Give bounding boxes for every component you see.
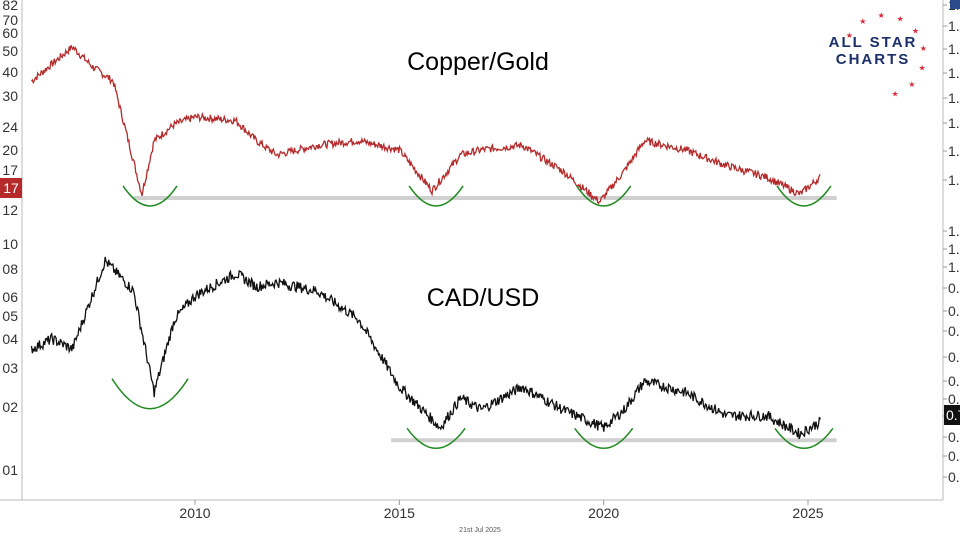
logo-star-icon: ★ bbox=[918, 63, 925, 72]
copper-gold-title: Copper/Gold bbox=[407, 48, 549, 76]
right-tick-label: 0.6 bbox=[948, 429, 960, 445]
copper-gold-last-value: 17 bbox=[3, 180, 19, 196]
left-tick-label: 20 bbox=[2, 142, 18, 158]
right-tick-label: 1.1 bbox=[948, 223, 960, 239]
right-tick-labels: 1.91.81.71.61.51.41.31.21.11.01.00.90.90… bbox=[943, 0, 960, 485]
logo-star-icon: ★ bbox=[912, 26, 919, 35]
x-tick-label: 2010 bbox=[179, 505, 210, 521]
x-tick-label: 2015 bbox=[384, 505, 415, 521]
right-tick-label: 1.8 bbox=[948, 18, 960, 34]
logo-star-icon: ★ bbox=[908, 80, 915, 89]
logo-star-icon: ★ bbox=[859, 17, 866, 26]
right-tick-label: 0.6 bbox=[948, 469, 960, 485]
left-tick-label: 03 bbox=[2, 360, 18, 376]
series-lines bbox=[30, 44, 821, 440]
cad-usd-series-line bbox=[30, 256, 821, 440]
left-tick-label: 02 bbox=[2, 399, 18, 415]
right-tick-label: 0.9 bbox=[948, 280, 960, 296]
cad-usd-bottom-arc bbox=[774, 427, 834, 450]
cad-usd-last-value-badge: 0.7 bbox=[944, 405, 960, 425]
logo-star-icon: ★ bbox=[897, 14, 904, 23]
right-tick-label: 0.7 bbox=[948, 391, 960, 407]
cad-usd-title: CAD/USD bbox=[427, 284, 540, 312]
copper-gold-bottom-arc bbox=[576, 185, 632, 207]
left-tick-label: 04 bbox=[2, 331, 18, 347]
left-tick-label: 24 bbox=[2, 119, 18, 135]
left-tick-label: 70 bbox=[2, 12, 18, 28]
copper-gold-bottom-arc bbox=[408, 185, 464, 207]
right-tick-label: 0.8 bbox=[948, 323, 960, 339]
left-tick-label: 60 bbox=[2, 25, 18, 41]
left-tick-label: 30 bbox=[2, 88, 18, 104]
left-tick-label: 08 bbox=[2, 261, 18, 277]
right-tick-label: 1.2 bbox=[948, 172, 960, 188]
left-tick-label: 05 bbox=[2, 308, 18, 324]
support-lines bbox=[133, 195, 837, 443]
bottom-arcs bbox=[111, 185, 834, 450]
logo-star-arc-icon: ★★★ ★★★★★★ bbox=[846, 11, 927, 98]
left-tick-labels: 82706050403024201714121008060504030201 bbox=[2, 0, 18, 478]
right-tick-label: 1.4 bbox=[948, 115, 960, 131]
logo-star-icon: ★ bbox=[920, 44, 927, 53]
logo-line1: ALL STAR bbox=[829, 34, 918, 51]
logo-star-icon: ★ bbox=[878, 11, 885, 20]
cad-usd-last-value: 0.7 bbox=[946, 407, 960, 423]
x-tick-label: 2025 bbox=[792, 505, 823, 521]
logo-star-icon: ★ bbox=[846, 31, 853, 40]
corner-marker-icon bbox=[950, 0, 960, 9]
cad-usd-bottom-arc bbox=[574, 427, 634, 450]
right-tick-label: 0.8 bbox=[948, 349, 960, 365]
copper-gold-bottom-arc bbox=[776, 185, 832, 207]
left-tick-label: 10 bbox=[2, 236, 18, 252]
right-tick-label: 1.7 bbox=[948, 41, 960, 57]
x-tick-labels: 2010 2015 2020 2025 bbox=[179, 500, 824, 521]
left-tick-label: 82 bbox=[2, 0, 18, 13]
x-tick-label: 2020 bbox=[588, 505, 619, 521]
date-label: 21st Jul 2025 bbox=[459, 527, 501, 534]
cad-usd-bottom-arc bbox=[406, 427, 466, 450]
left-tick-label: 50 bbox=[2, 43, 18, 59]
right-tick-label: 1.5 bbox=[948, 90, 960, 106]
all-star-charts-logo: ★★★ ★★★★★★ ALL STAR CHARTS bbox=[829, 11, 927, 98]
copper-gold-bottom-arc bbox=[122, 185, 178, 207]
right-tick-label: 0.9 bbox=[948, 303, 960, 319]
cad-usd-bottom-arc bbox=[111, 378, 189, 410]
right-tick-label: 1.3 bbox=[948, 143, 960, 159]
left-tick-label: 06 bbox=[2, 289, 18, 305]
right-tick-label: 1.0 bbox=[948, 259, 960, 275]
right-tick-label: 1.0 bbox=[948, 241, 960, 257]
left-tick-label: 01 bbox=[2, 462, 18, 478]
logo-star-icon: ★ bbox=[891, 89, 898, 98]
left-tick-label: 40 bbox=[2, 64, 18, 80]
logo-line2: CHARTS bbox=[836, 51, 911, 68]
right-tick-label: 1.6 bbox=[948, 65, 960, 81]
copper-gold-series-line bbox=[30, 44, 821, 205]
right-tick-label: 0.6 bbox=[948, 448, 960, 464]
copper-gold-last-value-badge: 17 bbox=[0, 178, 22, 198]
left-tick-label: 17 bbox=[2, 162, 18, 178]
right-tick-label: 0.7 bbox=[948, 373, 960, 389]
left-tick-label: 12 bbox=[2, 202, 18, 218]
